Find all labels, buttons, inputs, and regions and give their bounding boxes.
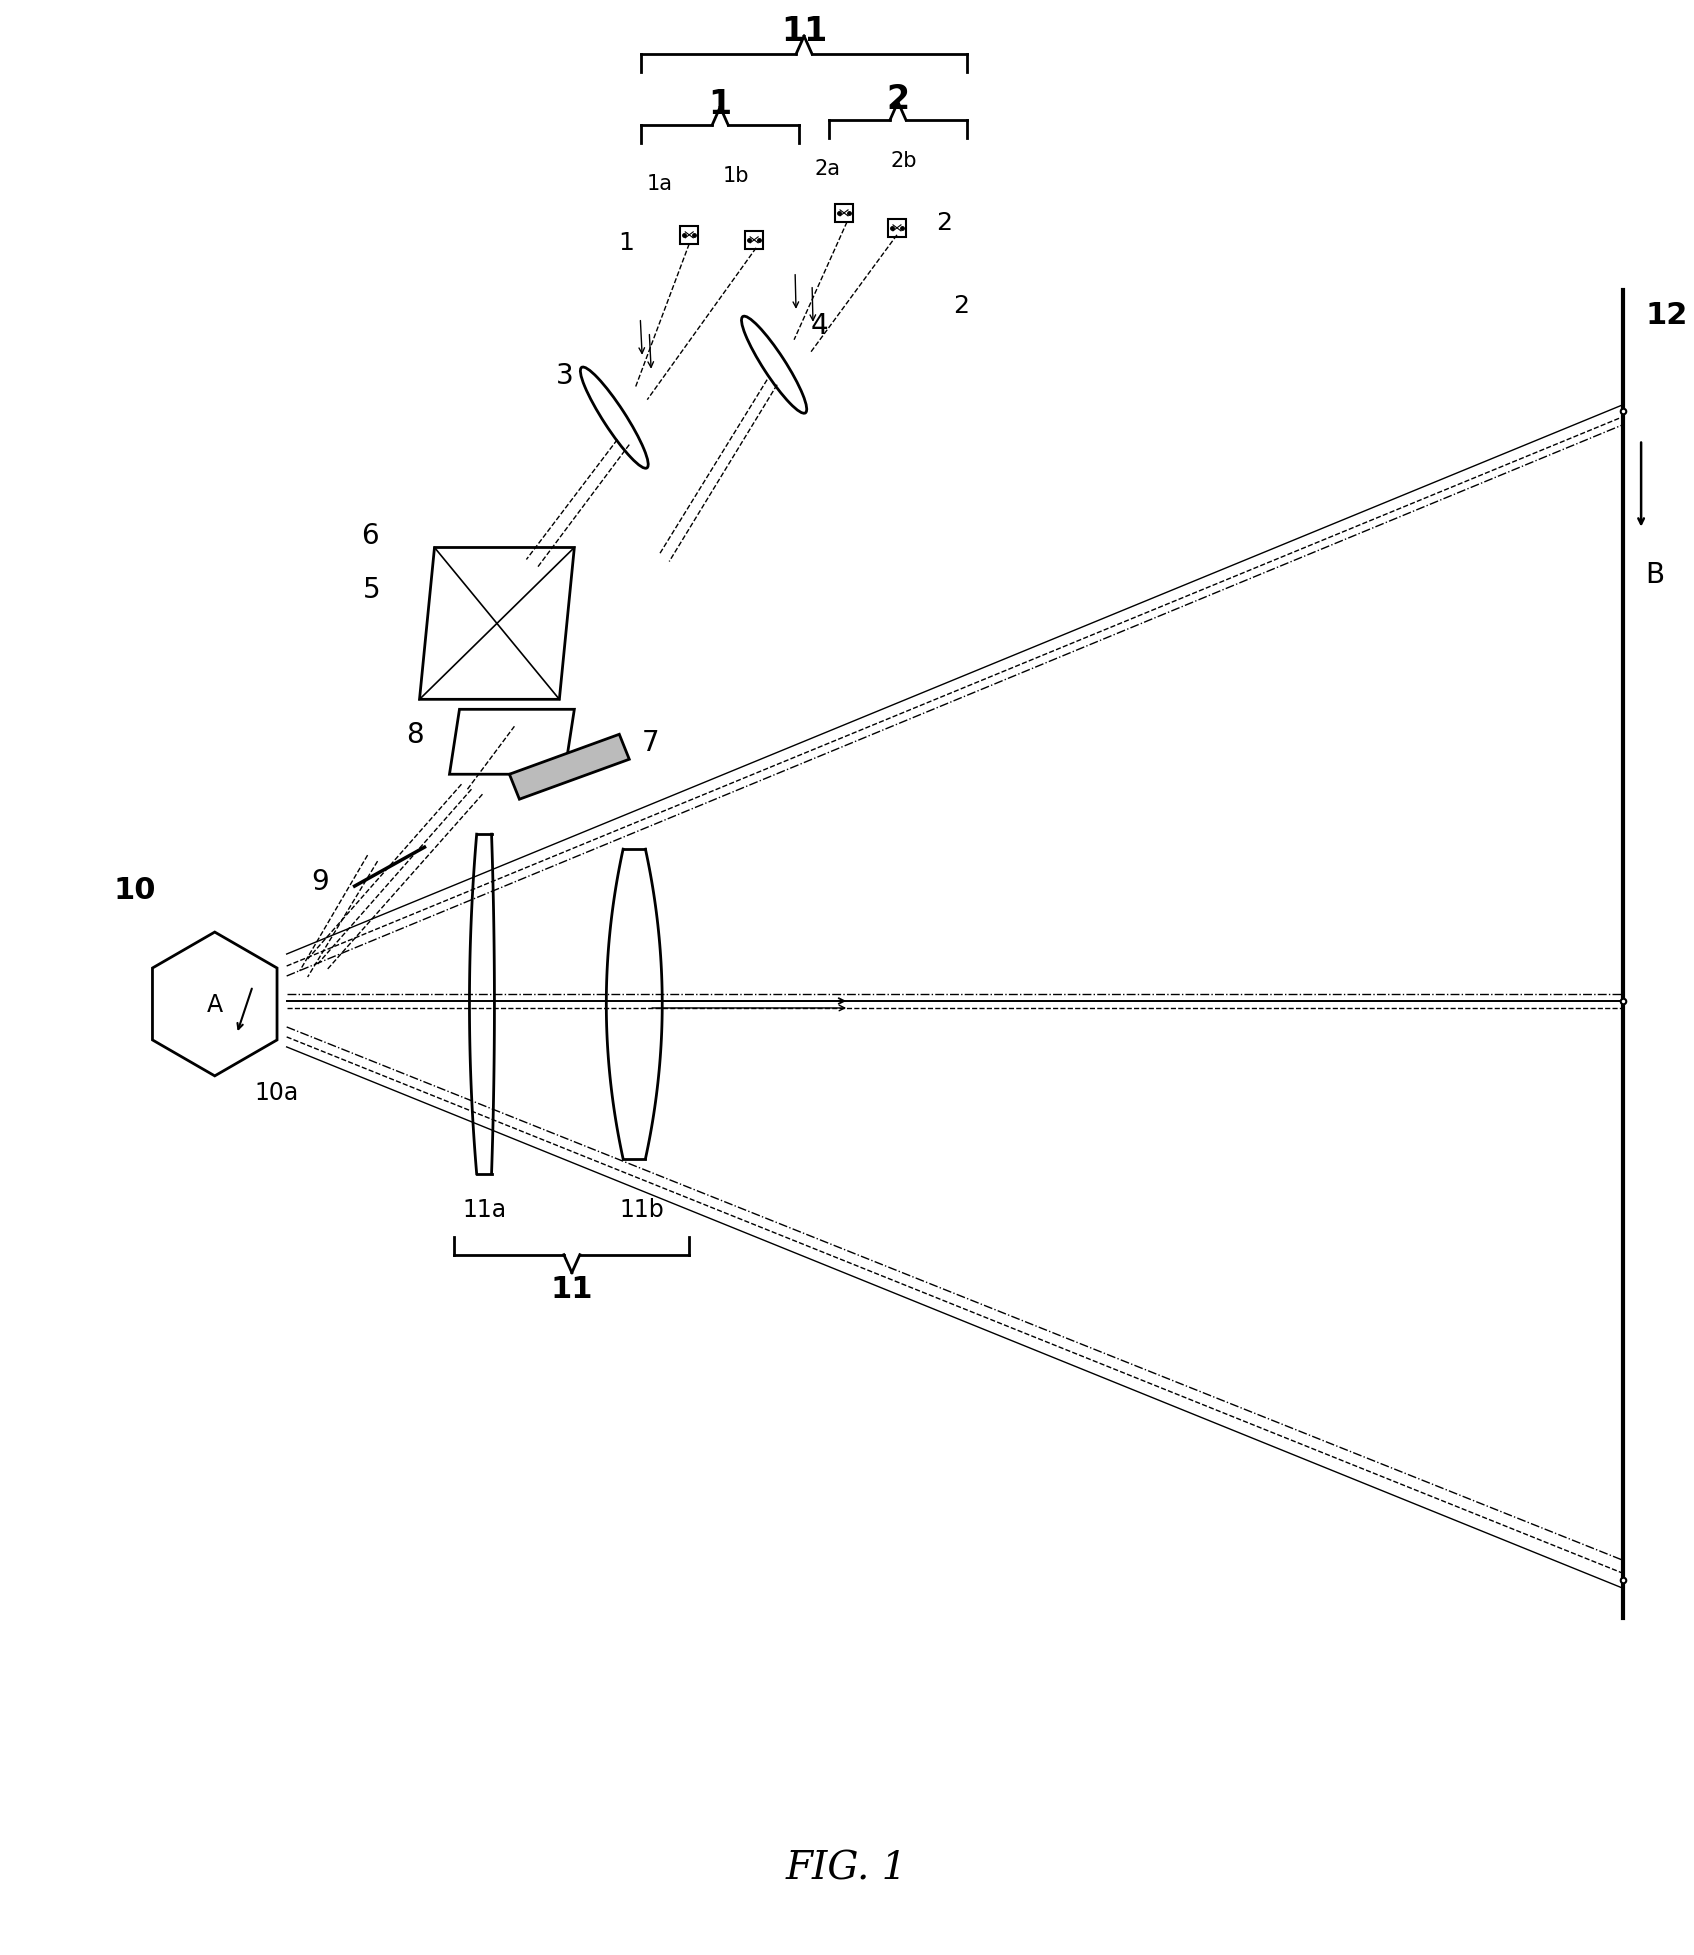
Text: 2: 2 xyxy=(886,82,910,115)
Bar xyxy=(745,233,762,250)
Text: 10a: 10a xyxy=(254,1081,298,1105)
Polygon shape xyxy=(420,547,574,700)
Text: 1: 1 xyxy=(708,88,732,121)
Bar xyxy=(888,219,906,239)
Text: 4: 4 xyxy=(810,311,828,340)
Text: 9: 9 xyxy=(310,868,329,895)
Text: 6: 6 xyxy=(361,522,378,549)
Text: 11b: 11b xyxy=(620,1196,664,1222)
Text: 8: 8 xyxy=(405,721,424,749)
Text: 1b: 1b xyxy=(723,166,749,186)
Text: 5: 5 xyxy=(363,577,381,604)
Text: A: A xyxy=(207,993,224,1017)
Polygon shape xyxy=(510,735,628,800)
Text: 7: 7 xyxy=(642,729,659,757)
Text: 1: 1 xyxy=(618,231,634,254)
Text: B: B xyxy=(1645,561,1664,588)
Text: 2: 2 xyxy=(954,293,969,317)
Text: 11: 11 xyxy=(781,14,827,47)
Ellipse shape xyxy=(742,317,806,414)
Text: 2b: 2b xyxy=(891,151,916,170)
Text: 11: 11 xyxy=(551,1275,593,1304)
Text: 2: 2 xyxy=(935,211,952,235)
Text: 11a: 11a xyxy=(462,1196,507,1222)
Ellipse shape xyxy=(581,368,649,469)
Text: 2a: 2a xyxy=(815,158,840,178)
Text: FIG. 1: FIG. 1 xyxy=(786,1849,906,1887)
Text: 3: 3 xyxy=(556,362,573,389)
Text: 1a: 1a xyxy=(645,174,673,194)
Text: 10: 10 xyxy=(113,876,156,903)
Bar xyxy=(835,205,854,223)
Polygon shape xyxy=(449,710,574,774)
Bar xyxy=(681,227,698,244)
Text: 12: 12 xyxy=(1645,301,1687,330)
